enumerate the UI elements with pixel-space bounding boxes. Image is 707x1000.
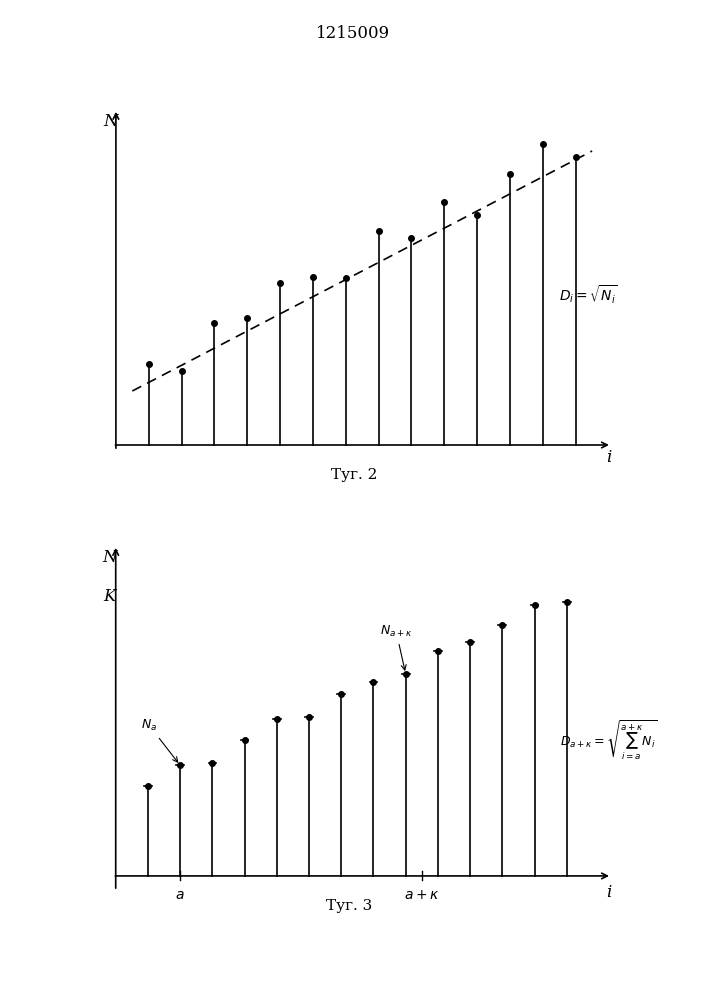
Text: $D_{a+\kappa}=\sqrt{\sum_{i=a}^{a+\kappa}N_i}$: $D_{a+\kappa}=\sqrt{\sum_{i=a}^{a+\kappa… [561, 719, 658, 762]
Text: Τуг. 3: Τуг. 3 [326, 899, 373, 913]
Text: i: i [606, 448, 612, 466]
Text: $a$: $a$ [175, 888, 185, 902]
Text: $D_i=\sqrt{N_i}$: $D_i=\sqrt{N_i}$ [559, 284, 618, 306]
Text: i: i [606, 884, 612, 901]
Text: N: N [104, 112, 118, 129]
Text: $N_{a+\kappa}$: $N_{a+\kappa}$ [380, 624, 412, 670]
Text: $N_a$: $N_a$ [141, 718, 177, 762]
Text: Τуг. 2: Τуг. 2 [331, 468, 378, 482]
Text: N: N [102, 549, 117, 566]
Text: $a+\kappa$: $a+\kappa$ [404, 888, 440, 902]
Text: 1215009: 1215009 [317, 25, 390, 42]
Text: K: K [103, 588, 115, 605]
